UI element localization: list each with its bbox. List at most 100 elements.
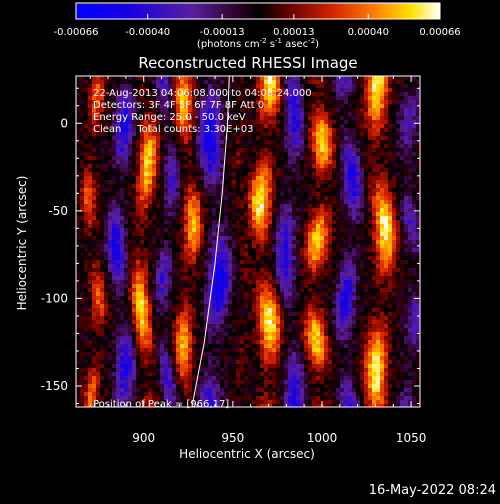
- heatmap-cell: [320, 232, 324, 236]
- heatmap-cell: [412, 212, 416, 216]
- heatmap-cell: [360, 264, 364, 268]
- heatmap-cell: [276, 180, 280, 184]
- heatmap-cell: [304, 248, 308, 252]
- heatmap-cell: [272, 132, 276, 136]
- heatmap-cell: [248, 140, 252, 144]
- heatmap-cell: [284, 104, 288, 108]
- heatmap-cell: [408, 108, 412, 112]
- heatmap-cell: [140, 184, 144, 188]
- heatmap-cell: [320, 248, 324, 252]
- heatmap-cell: [176, 148, 180, 152]
- heatmap-cell: [152, 268, 156, 272]
- heatmap-cell: [320, 208, 324, 212]
- heatmap-cell: [132, 148, 136, 152]
- heatmap-cell: [272, 252, 276, 256]
- heatmap-cell: [324, 304, 328, 308]
- heatmap-cell: [380, 76, 384, 80]
- heatmap-cell: [340, 128, 344, 132]
- heatmap-cell: [236, 280, 240, 284]
- heatmap-cell: [244, 272, 248, 276]
- heatmap-cell: [296, 128, 300, 132]
- heatmap-cell: [416, 220, 420, 224]
- heatmap-cell: [128, 188, 132, 192]
- heatmap-cell: [120, 196, 124, 200]
- heatmap-cell: [280, 208, 284, 212]
- heatmap-cell: [92, 304, 96, 308]
- heatmap-cell: [404, 224, 408, 228]
- heatmap-cell: [80, 188, 84, 192]
- heatmap-cell: [364, 176, 368, 180]
- heatmap-cell: [260, 136, 264, 140]
- heatmap-cell: [376, 284, 380, 288]
- heatmap-cell: [120, 248, 124, 252]
- heatmap-cell: [336, 228, 340, 232]
- heatmap-cell: [108, 80, 112, 84]
- heatmap-cell: [92, 228, 96, 232]
- heatmap-cell: [368, 112, 372, 116]
- heatmap-cell: [320, 268, 324, 272]
- heatmap-cell: [364, 96, 368, 100]
- heatmap-cell: [236, 252, 240, 256]
- heatmap-cell: [128, 152, 132, 156]
- heatmap-cell: [100, 136, 104, 140]
- heatmap-cell: [80, 224, 84, 228]
- heatmap-cell: [360, 280, 364, 284]
- heatmap-cell: [376, 276, 380, 280]
- heatmap-cell: [312, 80, 316, 84]
- heatmap-cell: [92, 160, 96, 164]
- heatmap-cell: [172, 188, 176, 192]
- heatmap-cell: [144, 292, 148, 296]
- heatmap-cell: [324, 160, 328, 164]
- heatmap-cell: [140, 148, 144, 152]
- heatmap-cell: [200, 160, 204, 164]
- heatmap-cell: [288, 208, 292, 212]
- heatmap-cell: [304, 296, 308, 300]
- heatmap-cell: [220, 184, 224, 188]
- heatmap-cell: [200, 156, 204, 160]
- heatmap-cell: [296, 276, 300, 280]
- heatmap-cell: [380, 128, 384, 132]
- heatmap-cell: [92, 232, 96, 236]
- heatmap-cell: [416, 100, 420, 104]
- heatmap-cell: [172, 264, 176, 268]
- heatmap-cell: [412, 124, 416, 128]
- heatmap-cell: [328, 148, 332, 152]
- heatmap-cell: [392, 92, 396, 96]
- heatmap-cell: [240, 264, 244, 268]
- heatmap-cell: [124, 164, 128, 168]
- heatmap-cell: [324, 288, 328, 292]
- heatmap-cell: [244, 220, 248, 224]
- heatmap-cell: [84, 172, 88, 176]
- heatmap-cell: [228, 168, 232, 172]
- heatmap-cell: [232, 200, 236, 204]
- heatmap-cell: [196, 76, 200, 80]
- heatmap-cell: [252, 176, 256, 180]
- heatmap-cell: [132, 284, 136, 288]
- heatmap-cell: [348, 124, 352, 128]
- heatmap-cell: [196, 196, 200, 200]
- heatmap-cell: [408, 300, 412, 304]
- heatmap-cell: [244, 168, 248, 172]
- heatmap-cell: [384, 304, 388, 308]
- heatmap-cell: [196, 236, 200, 240]
- heatmap-cell: [324, 272, 328, 276]
- heatmap-cell: [100, 212, 104, 216]
- heatmap-cell: [328, 276, 332, 280]
- heatmap-cell: [312, 216, 316, 220]
- heatmap-cell: [396, 192, 400, 196]
- heatmap-cell: [236, 220, 240, 224]
- heatmap-cell: [344, 124, 348, 128]
- heatmap-cell: [96, 156, 100, 160]
- heatmap-cell: [400, 84, 404, 88]
- heatmap-cell: [140, 276, 144, 280]
- heatmap-cell: [252, 196, 256, 200]
- heatmap-cell: [376, 156, 380, 160]
- heatmap-cell: [172, 236, 176, 240]
- heatmap-cell: [104, 268, 108, 272]
- heatmap-cell: [312, 200, 316, 204]
- heatmap-cell: [92, 172, 96, 176]
- heatmap-cell: [344, 260, 348, 264]
- heatmap-cell: [304, 232, 308, 236]
- heatmap-cell: [372, 236, 376, 240]
- heatmap-cell: [384, 284, 388, 288]
